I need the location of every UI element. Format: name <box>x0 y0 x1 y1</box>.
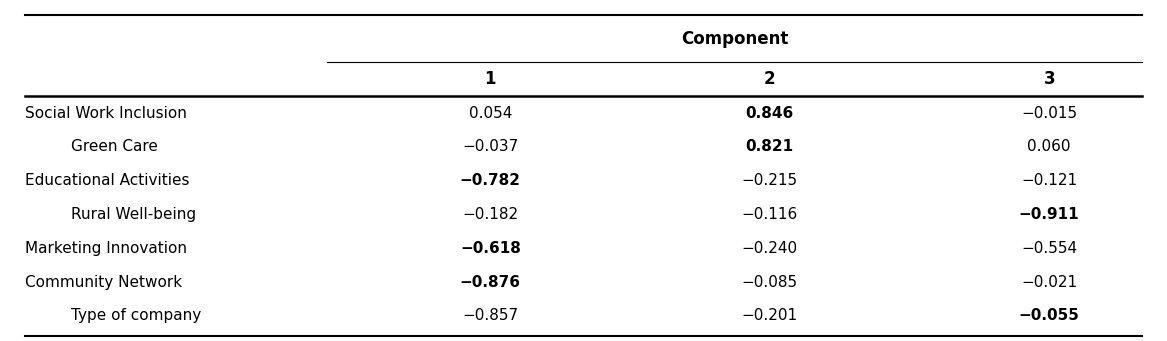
Text: −0.055: −0.055 <box>1019 309 1079 323</box>
Text: Marketing Innovation: Marketing Innovation <box>25 241 187 256</box>
Text: 2: 2 <box>764 70 776 88</box>
Text: −0.782: −0.782 <box>460 173 520 188</box>
Text: −0.201: −0.201 <box>742 309 798 323</box>
Text: 3: 3 <box>1043 70 1055 88</box>
Text: −0.021: −0.021 <box>1021 275 1077 290</box>
Text: −0.911: −0.911 <box>1019 207 1079 222</box>
Text: 0.060: 0.060 <box>1027 139 1071 154</box>
Text: −0.618: −0.618 <box>460 241 520 256</box>
Text: Community Network: Community Network <box>25 275 182 290</box>
Text: −0.037: −0.037 <box>462 139 518 154</box>
Text: −0.857: −0.857 <box>462 309 518 323</box>
Text: −0.116: −0.116 <box>742 207 798 222</box>
Text: Green Care: Green Care <box>71 139 158 154</box>
Text: −0.085: −0.085 <box>742 275 798 290</box>
Text: Rural Well-being: Rural Well-being <box>71 207 196 222</box>
Text: Component: Component <box>682 30 789 48</box>
Text: −0.121: −0.121 <box>1021 173 1077 188</box>
Text: Type of company: Type of company <box>71 309 202 323</box>
Text: −0.215: −0.215 <box>742 173 798 188</box>
Text: Educational Activities: Educational Activities <box>25 173 189 188</box>
Text: 1: 1 <box>484 70 496 88</box>
Text: −0.876: −0.876 <box>460 275 520 290</box>
Text: −0.240: −0.240 <box>742 241 798 256</box>
Text: Social Work Inclusion: Social Work Inclusion <box>25 105 187 120</box>
Text: 0.054: 0.054 <box>469 105 512 120</box>
Text: −0.015: −0.015 <box>1021 105 1077 120</box>
Text: 0.821: 0.821 <box>746 139 794 154</box>
Text: −0.554: −0.554 <box>1021 241 1077 256</box>
Text: −0.182: −0.182 <box>462 207 518 222</box>
Text: 0.846: 0.846 <box>746 105 794 120</box>
